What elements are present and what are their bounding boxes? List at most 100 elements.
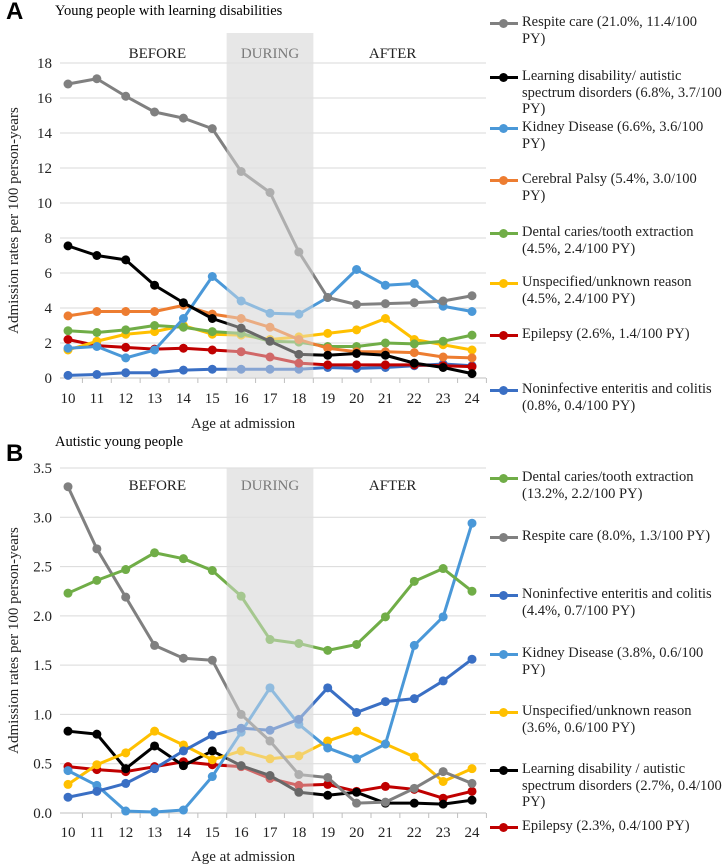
legend-marker [499,474,508,483]
panel-B: 0.0 0.5 1.0 1.5 2.0 2.5 3.0 3.5 10 11 12 13 14 15 16 17… [6,461,487,865]
period-label-after: AFTER [369,478,417,494]
x-tick-label: 10 [61,825,76,841]
data-point [63,370,73,380]
data-point [236,761,246,771]
data-point [236,709,246,719]
data-point [352,798,362,808]
data-point [380,781,390,791]
x-tick-label: 22 [407,391,422,407]
y-tick-label: 0.5 [33,757,52,773]
legend-entry: Unspecified/unknown reason (4.5%, 2.4/10… [522,274,692,307]
legend-marker [499,331,508,340]
data-point [409,798,419,808]
y-tick-label: 0.0 [33,806,52,822]
x-tick-label: 20 [349,391,364,407]
data-point [467,778,477,788]
x-tick-label: 19 [320,825,335,841]
during-overlay [226,33,314,378]
data-point [150,280,160,290]
data-point [178,298,188,308]
data-point [323,328,333,338]
data-point [121,806,131,816]
period-label-during: DURING [241,46,299,62]
data-point [294,247,304,257]
data-point [178,761,188,771]
series [63,74,477,309]
data-point [178,653,188,663]
y-tick-label: 1.5 [33,658,52,674]
data-point [294,349,304,359]
data-point [409,298,419,308]
data-point [323,773,333,783]
data-point [150,345,160,355]
data-point [236,591,246,601]
legend-entry: Learning disability/ autistic spectrum d… [522,68,722,117]
data-point [150,321,160,330]
x-tick-label: 18 [291,391,306,407]
x-tick-label: 18 [291,825,306,841]
data-point [121,748,131,758]
data-point [380,280,390,290]
data-point [438,776,448,786]
data-point [121,91,131,101]
data-point [63,766,73,776]
data-point [294,309,304,319]
data-point [409,348,419,358]
data-point [467,795,477,805]
period-label-before: BEFORE [129,478,187,494]
panel-b-title: Autistic young people [55,434,184,450]
data-point [92,544,102,554]
data-point [409,339,419,349]
data-point [294,780,304,790]
data-point [63,588,73,598]
x-tick-label: 21 [378,391,393,407]
series [63,482,477,808]
data-point [352,707,362,717]
y-tick-label: 4 [45,301,53,317]
legend-entry: Respite care (21.0%, 11.4/100 PY) [522,14,698,47]
legend-marker [499,823,508,832]
data-point [236,314,246,323]
data-point [323,645,333,655]
data-point [438,676,448,686]
y-tick-label: 3.5 [33,461,52,477]
data-point [150,107,160,117]
data-point [265,683,275,693]
legend-entry: Noninfective enteritis and colitis (0.8%… [522,381,712,414]
data-point [121,342,131,352]
x-tick-label: 20 [349,825,364,841]
legend-marker [499,766,508,775]
data-point [178,113,188,123]
legend-marker [499,73,508,82]
legend-entry: Learning disability / autistic spectrum … [522,761,722,810]
y-tick-label: 2 [45,336,53,352]
data-point [92,74,102,84]
data-point [207,746,217,756]
legend-marker [499,386,508,395]
data-point [207,327,217,337]
data-point [121,592,131,602]
x-tick-label: 22 [407,825,422,841]
data-point [380,299,390,309]
period-label-after: AFTER [369,46,417,62]
data-point [92,575,102,585]
data-point [467,353,477,363]
data-point [236,167,246,176]
legend-entry: Epilepsy (2.6%, 1.4/100 PY) [522,326,690,342]
x-tick-label: 21 [378,825,393,841]
data-point [409,279,419,288]
data-point [265,635,275,645]
data-point [409,752,419,762]
data-point [236,296,246,306]
y-tick-label: 10 [37,196,52,212]
data-point [63,482,73,492]
data-point [92,786,102,796]
data-point [467,654,477,664]
y-tick-label: 1.0 [33,707,52,723]
data-point [409,783,419,793]
data-point [438,296,448,306]
panel-letter-b: B [6,440,24,467]
